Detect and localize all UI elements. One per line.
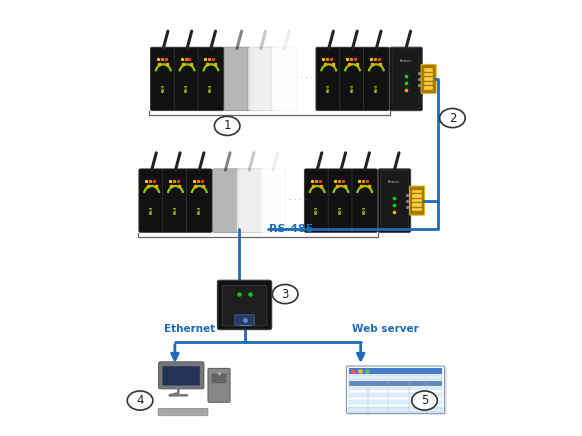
Bar <box>413 194 421 198</box>
Text: 1: 1 <box>223 119 231 133</box>
Circle shape <box>127 391 153 410</box>
Text: HG-S: HG-S <box>327 84 331 92</box>
FancyBboxPatch shape <box>421 65 436 93</box>
FancyBboxPatch shape <box>235 315 254 325</box>
Text: HG-S: HG-S <box>197 205 201 214</box>
Bar <box>349 389 442 393</box>
FancyBboxPatch shape <box>347 367 447 415</box>
FancyBboxPatch shape <box>272 47 297 111</box>
FancyBboxPatch shape <box>328 169 354 232</box>
Text: 5: 5 <box>421 394 428 407</box>
Bar <box>413 190 421 193</box>
FancyBboxPatch shape <box>346 366 445 413</box>
Text: HG-S: HG-S <box>209 84 213 92</box>
FancyBboxPatch shape <box>212 169 238 232</box>
Text: Panasonic: Panasonic <box>388 181 400 184</box>
FancyBboxPatch shape <box>222 286 267 326</box>
Circle shape <box>214 116 240 136</box>
FancyBboxPatch shape <box>390 47 422 111</box>
Text: Ethernet: Ethernet <box>164 324 215 334</box>
FancyBboxPatch shape <box>224 47 250 111</box>
Text: HG-S: HG-S <box>173 205 178 214</box>
FancyBboxPatch shape <box>352 169 378 232</box>
FancyBboxPatch shape <box>248 47 274 111</box>
FancyBboxPatch shape <box>212 169 238 232</box>
FancyBboxPatch shape <box>163 169 188 232</box>
FancyBboxPatch shape <box>151 47 176 111</box>
Bar <box>349 393 442 397</box>
Text: Web server: Web server <box>352 324 418 334</box>
Circle shape <box>272 285 298 303</box>
FancyBboxPatch shape <box>224 47 250 111</box>
Text: 4: 4 <box>136 394 144 407</box>
Bar <box>349 368 442 374</box>
Text: HG-S: HG-S <box>374 84 378 92</box>
Bar <box>349 408 442 412</box>
Text: HG-S: HG-S <box>150 205 154 214</box>
FancyBboxPatch shape <box>316 47 342 111</box>
Bar <box>413 204 421 207</box>
Text: Panasonic: Panasonic <box>400 59 412 63</box>
Text: HG-S: HG-S <box>350 84 354 92</box>
Bar <box>349 386 442 389</box>
FancyBboxPatch shape <box>218 280 272 330</box>
Text: HG-S: HG-S <box>363 205 367 214</box>
FancyBboxPatch shape <box>392 49 420 109</box>
FancyBboxPatch shape <box>304 169 330 232</box>
FancyBboxPatch shape <box>139 169 165 232</box>
FancyBboxPatch shape <box>260 169 286 232</box>
FancyBboxPatch shape <box>198 47 223 111</box>
FancyBboxPatch shape <box>340 47 365 111</box>
Bar <box>349 381 442 386</box>
Bar <box>424 82 433 85</box>
FancyBboxPatch shape <box>260 169 286 232</box>
Text: 2: 2 <box>449 112 456 125</box>
FancyBboxPatch shape <box>159 362 204 389</box>
Bar <box>349 404 442 407</box>
Bar <box>424 86 433 90</box>
Bar <box>349 375 442 380</box>
Bar <box>413 208 421 211</box>
FancyBboxPatch shape <box>208 368 230 402</box>
FancyBboxPatch shape <box>381 170 409 231</box>
Text: HG-S: HG-S <box>185 84 189 92</box>
FancyBboxPatch shape <box>236 169 262 232</box>
Bar <box>424 73 433 76</box>
Circle shape <box>439 109 465 128</box>
FancyBboxPatch shape <box>378 169 411 232</box>
FancyBboxPatch shape <box>186 169 212 232</box>
Bar <box>349 397 442 400</box>
Bar <box>349 400 442 404</box>
Bar <box>424 68 433 72</box>
Text: · · · ·: · · · · <box>289 196 307 205</box>
FancyBboxPatch shape <box>272 47 297 111</box>
Text: 3: 3 <box>282 288 289 300</box>
Bar <box>349 407 442 411</box>
Text: HG-S: HG-S <box>315 205 319 214</box>
FancyBboxPatch shape <box>158 409 208 416</box>
Bar <box>424 77 433 81</box>
Text: HG-S: HG-S <box>161 84 165 92</box>
Circle shape <box>412 391 437 410</box>
FancyBboxPatch shape <box>174 47 200 111</box>
Bar <box>413 199 421 202</box>
FancyBboxPatch shape <box>410 186 424 215</box>
FancyBboxPatch shape <box>236 169 262 232</box>
FancyBboxPatch shape <box>364 47 389 111</box>
Bar <box>212 379 226 383</box>
Bar <box>212 374 226 378</box>
FancyBboxPatch shape <box>248 47 274 111</box>
Text: HG-S: HG-S <box>339 205 343 214</box>
Text: RS-485: RS-485 <box>269 224 313 234</box>
FancyBboxPatch shape <box>163 366 200 385</box>
Text: · · · ·: · · · · <box>300 75 319 83</box>
